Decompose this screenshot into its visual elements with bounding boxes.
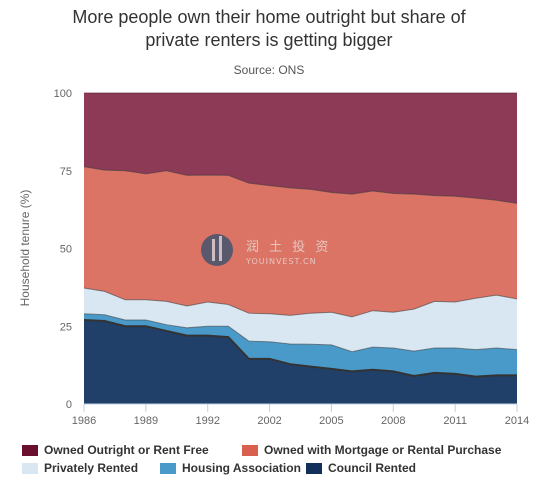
x-tick-label: 2014: [505, 415, 529, 427]
watermark-subtext: YOUINVEST.CN: [245, 257, 317, 266]
legend-swatch: [22, 462, 38, 474]
area-council-rented: [84, 320, 517, 404]
x-tick-label: 2011: [443, 415, 467, 427]
x-tick-label: 1986: [72, 415, 96, 427]
legend-item[interactable]: Council Rented: [306, 461, 416, 475]
area-owned-with-mortgage-or-rental-purchase: [84, 166, 517, 317]
legend-label: Housing Association: [182, 461, 301, 475]
x-tick-label: 1989: [134, 415, 158, 427]
y-tick-label: 50: [60, 244, 72, 256]
series-line-0: [83, 319, 517, 378]
y-tick-label: 75: [60, 166, 72, 178]
legend-swatch: [160, 462, 176, 474]
chart-title-line-2: private renters is getting bigger: [145, 30, 393, 50]
area-series: [83, 92, 518, 404]
legend-label: Privately Rented: [44, 461, 139, 475]
x-tick-label: 1992: [195, 415, 219, 427]
series-line-3: [83, 166, 518, 204]
y-tick-label: 0: [66, 399, 72, 411]
axes: 0 25 50 75 100 1986 1989 1992 2002 2005 2008 2011 20…: [54, 88, 530, 427]
watermark-text: 润 土 投 资: [246, 239, 331, 255]
y-tick-label: 25: [60, 321, 72, 333]
y-axis-title: Household tenure (%): [18, 190, 32, 307]
legend-item[interactable]: Housing Association: [160, 461, 301, 475]
chart-title: More people own their home outright but …: [0, 6, 538, 52]
legend-label: Council Rented: [328, 461, 417, 475]
legend-item[interactable]: Owned Outright or Rent Free: [22, 443, 209, 457]
watermark-logo-icon: [201, 234, 233, 266]
legend-label: Owned Outright or Rent Free: [44, 443, 209, 457]
legend-item[interactable]: Privately Rented: [22, 461, 138, 475]
area-chart: 润 土 投 资 YOUINVEST.CN 0 25 50 75 100 1986 1989 1…: [18, 88, 530, 427]
watermark: 润 土 投 资 YOUINVEST.CN: [201, 234, 331, 266]
chart-subtitle: Source: ONS: [233, 63, 305, 77]
area-housing-association: [84, 313, 517, 377]
x-tick-label: 2002: [257, 415, 281, 427]
series-line-2: [83, 287, 518, 318]
legend-swatch: [306, 462, 322, 474]
legend-swatch: [242, 444, 258, 456]
area-privately-rented: [84, 288, 517, 352]
legend-swatch: [22, 444, 38, 456]
legend-label: Owned with Mortgage or Rental Purchase: [264, 443, 502, 457]
x-tick-label: 2005: [319, 415, 343, 427]
legend-item[interactable]: Owned with Mortgage or Rental Purchase: [242, 443, 501, 457]
x-tick-label: 2008: [381, 415, 405, 427]
chart-title-line-1: More people own their home outright but …: [72, 7, 466, 27]
series-line-1: [83, 313, 518, 353]
area-owned-outright-or-rent-free: [84, 93, 517, 204]
y-tick-label: 100: [54, 88, 72, 100]
